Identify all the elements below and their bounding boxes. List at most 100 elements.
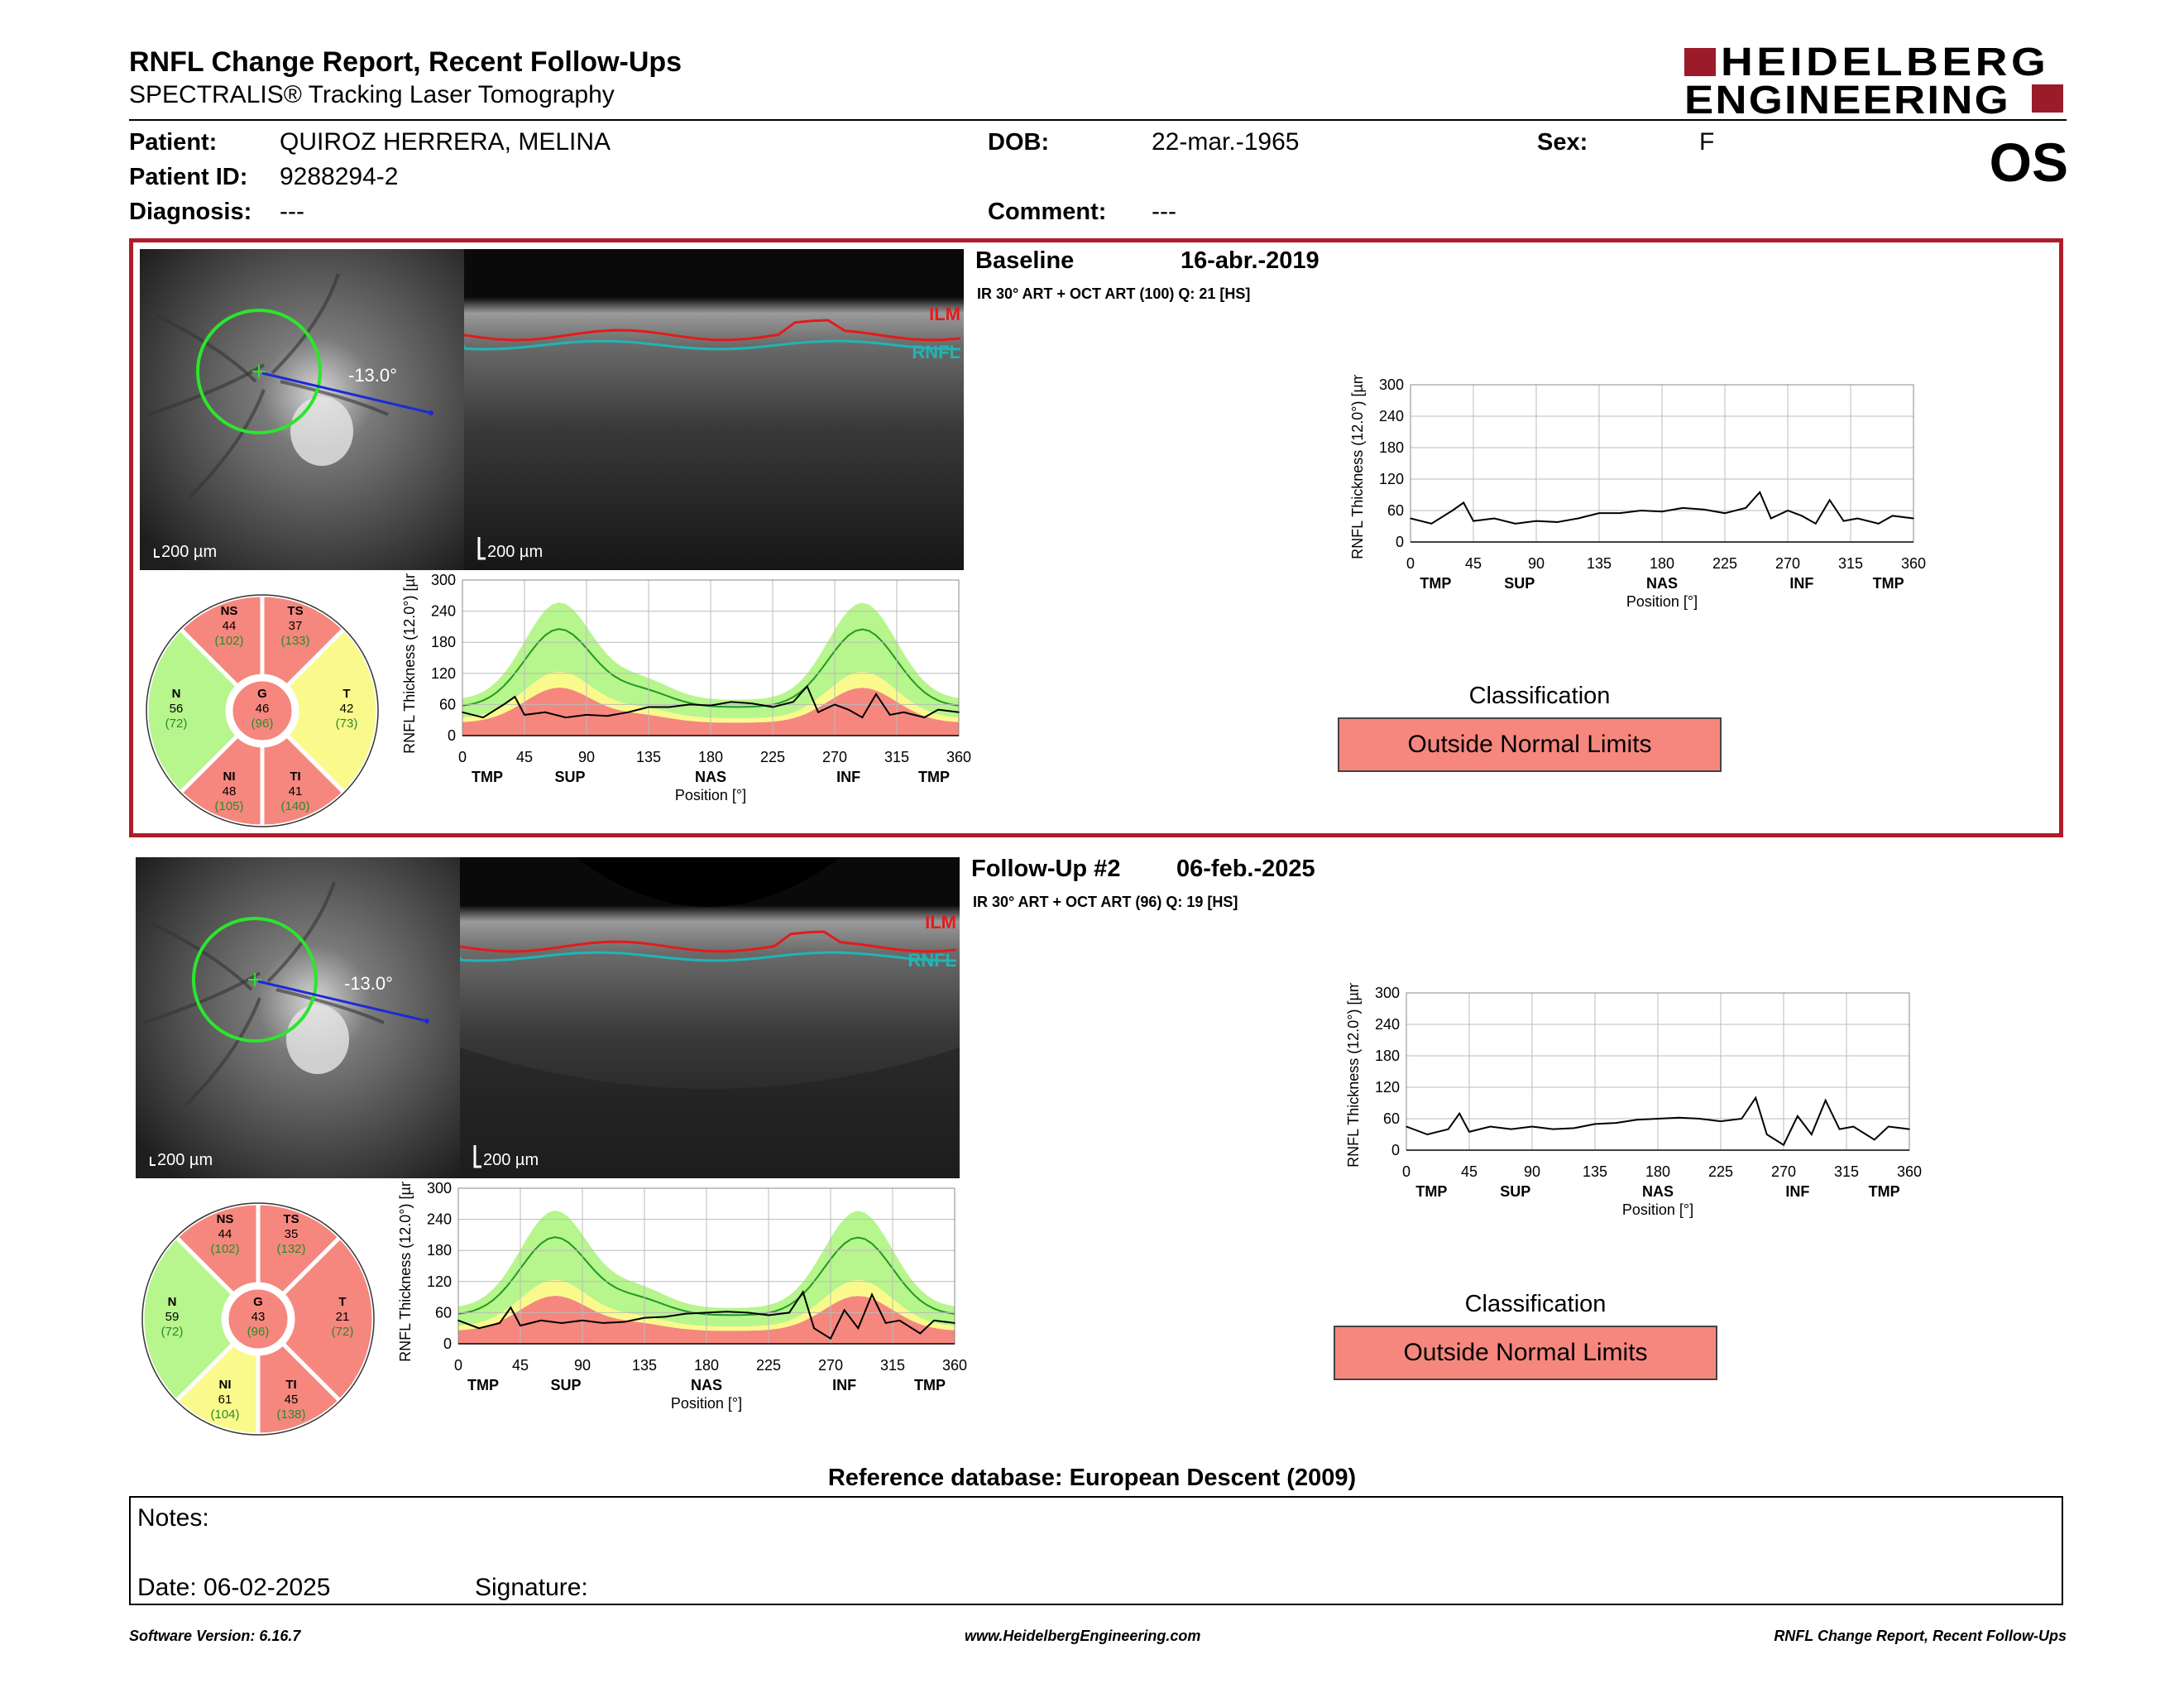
baseline-small-data-point [903,712,905,713]
baseline-small-xtick: 270 [822,749,847,765]
followup-large-data-point [1552,1128,1554,1130]
baseline-large-data-point [1430,523,1433,525]
followup-large-data-point [1887,1125,1889,1128]
baseline-large-xtick: 135 [1587,555,1612,572]
followup-large-xtick: 90 [1524,1163,1540,1180]
dob-value: 22-mar.-1965 [1152,128,1300,156]
company-logo: HEIDELBERG ENGINEERING [1684,41,2065,122]
followup-sector-t-label: T [338,1295,346,1309]
footer-website[interactable]: www.HeidelbergEngineering.com [965,1628,1201,1644]
followup-large-data-point [1657,1118,1659,1120]
baseline-small-region-label: TMP [918,769,950,785]
followup-sector-n-label: N [168,1295,177,1309]
followup-large-data-point [1406,1125,1407,1128]
followup-small-xtick: 180 [694,1357,719,1374]
followup-small-ytick: 300 [427,1182,452,1196]
notes-box[interactable]: Notes: Date: 06-02-2025 Signature: [129,1496,2063,1605]
baseline-sector-t-value: 42 [340,702,354,716]
baseline-large-xtick: 45 [1465,555,1482,572]
followup-small-region-label: INF [832,1377,856,1393]
baseline-sector-chart: G 46 (96) T 42 (73) N 56 (72) NS 44 (102) TS 37 (133) N… [140,588,385,833]
followup-small-data-point [898,1320,901,1321]
followup-small-ytick: 60 [435,1304,452,1321]
followup-large-xtick: 225 [1708,1163,1733,1180]
baseline-scan-title: Baseline [975,247,1075,274]
followup-large-xtick: 315 [1834,1163,1859,1180]
followup-angle-label: -13.0° [344,973,393,994]
baseline-small-data-point [710,704,711,707]
logo-square-bottom [2032,84,2063,113]
baseline-large-data-point [1514,523,1516,525]
baseline-small-data-point [772,706,774,708]
baseline-small-data-point [730,701,732,703]
followup-sector-ni-value: 61 [218,1393,232,1407]
baseline-large-xtick: 225 [1712,555,1737,572]
followup-small-data-point [768,1314,769,1316]
followup-large-xtick: 360 [1897,1163,1922,1180]
baseline-scan-protocol: IR 30° ART + OCT ART (100) Q: 21 [HS] [977,285,1251,302]
followup-sector-ti-label: TI [285,1378,296,1392]
baseline-sector-ti-label: TI [290,770,300,784]
followup-sector-g-label: G [253,1295,263,1309]
baseline-small-data-point [462,712,463,713]
baseline-sector-g-ref: (96) [251,717,274,731]
baseline-small-data-point [861,717,864,718]
followup-large-region-label: TMP [1415,1183,1447,1200]
followup-small-ytick: 180 [427,1242,452,1259]
followup-small-data-point [457,1320,459,1321]
baseline-ilm-label: ILM [929,304,960,324]
baseline-large-data-point [1828,499,1831,501]
followup-scan-protocol: IR 30° ART + OCT ART (96) Q: 19 [HS] [973,894,1238,910]
baseline-large-data-point [1410,517,1411,520]
followup-fundus-image: -13.0° 200 µm [136,857,460,1178]
baseline-small-data-point [806,685,808,688]
followup-small-ytick: 240 [427,1211,452,1228]
followup-small-data-point [582,1320,583,1321]
baseline-large-data-point [1640,510,1642,511]
baseline-large-data-point [1745,507,1747,509]
footer-report-name: RNFL Change Report, Recent Follow-Ups [1774,1628,2067,1644]
followup-small-region-label: TMP [914,1377,946,1393]
baseline-large-data-point [1619,512,1621,514]
signature-label: Signature: [475,1574,588,1601]
followup-small-data-point [520,1325,521,1326]
followup-large-xtick: 45 [1461,1163,1478,1180]
baseline-sector-n-ref: (72) [165,717,188,731]
followup-small-data-point [919,1332,922,1335]
baseline-large-data-point [1703,508,1705,511]
sex-value: F [1699,128,1715,156]
followup-large-data-point [1909,1128,1910,1130]
baseline-small-region-label: TMP [472,769,503,785]
report-title: RNFL Change Report, Recent Follow-Ups [129,46,682,78]
baseline-large-data-point [1535,520,1537,522]
baseline-large-region-label: INF [1789,575,1813,592]
baseline-sector-ts-ref: (133) [280,634,309,648]
baseline-large-data-point [1842,520,1845,522]
followup-large-data-point [1797,1115,1798,1117]
baseline-small-ytick: 300 [431,573,456,588]
baseline-fundus-scale: 200 µm [161,543,217,561]
followup-large-ytick: 0 [1391,1142,1400,1158]
followup-rnfl-label: RNFL [908,950,956,971]
followup-small-xtick: 135 [632,1357,657,1374]
header-divider [129,119,2067,121]
baseline-large-xtick: 180 [1650,555,1674,572]
date-label: Date: 06-02-2025 [137,1574,331,1601]
baseline-large-xtick: 90 [1528,555,1545,572]
baseline-small-data-point [544,712,546,713]
baseline-small-ytick: 180 [431,634,456,650]
baseline-large-xtick: 0 [1406,555,1415,572]
baseline-rnfl-label: RNFL [912,342,960,362]
followup-small-xtick: 315 [880,1357,905,1374]
followup-small-data-point [954,1322,956,1324]
followup-large-data-point [1720,1120,1722,1122]
baseline-sector-ti-value: 41 [289,784,303,798]
baseline-small-data-point [648,706,649,708]
baseline-large-data-point [1598,512,1600,514]
logo-line2: ENGINEERING [1684,79,2010,122]
followup-sector-g-value: 43 [251,1310,266,1324]
followup-large-data-point [1615,1122,1617,1124]
followup-sector-ts-ref: (132) [276,1242,305,1256]
followup-large-data-point [1447,1128,1449,1130]
followup-small-data-point [706,1312,707,1314]
